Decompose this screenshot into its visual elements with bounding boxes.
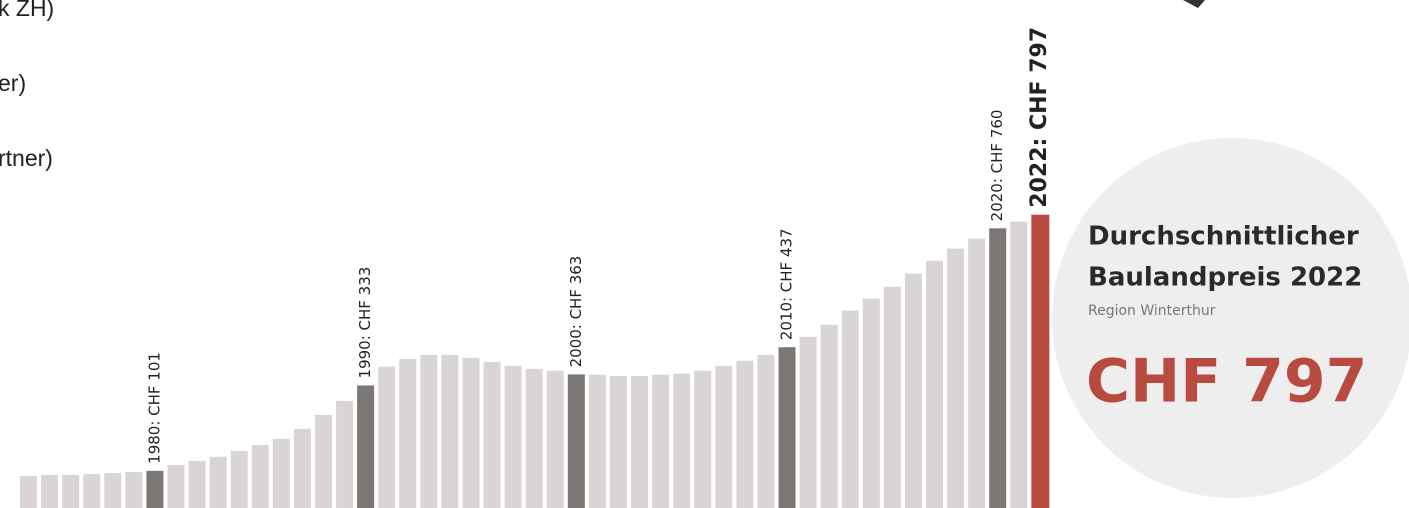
bar [336, 400, 354, 508]
bar [293, 428, 311, 508]
bar [378, 366, 396, 508]
side-text: k ZH) [0, 0, 54, 21]
bar [41, 474, 59, 508]
bar [209, 456, 227, 508]
bar [251, 445, 269, 508]
bar [167, 464, 185, 508]
headline-value: CHF 797 [1086, 347, 1367, 417]
bar [1010, 221, 1028, 508]
value-label: 2000: CHF 363 [567, 256, 585, 368]
side-text: rtner) [0, 145, 53, 171]
corner-icon [1183, 0, 1205, 8]
bar [62, 474, 80, 508]
bar [125, 471, 143, 508]
chart-subtitle: Region Winterthur [1088, 303, 1216, 319]
side-text: er) [0, 70, 26, 96]
chart-title: Baulandpreis 2022 [1088, 263, 1362, 293]
bar [841, 310, 859, 508]
bar [820, 324, 838, 508]
bar [609, 375, 627, 508]
bar [146, 470, 164, 508]
bar [799, 336, 817, 508]
bar [230, 450, 248, 508]
value-label: 2010: CHF 437 [778, 228, 796, 340]
bar [546, 370, 564, 508]
bar [399, 358, 417, 508]
bar [778, 347, 796, 508]
value-label: 2020: CHF 760 [988, 110, 1006, 222]
bar [757, 354, 775, 508]
bar [694, 370, 712, 508]
background-circle [1052, 138, 1409, 498]
bar [525, 368, 543, 508]
bar [567, 374, 585, 508]
chart-title: Durchschnittlicher [1088, 222, 1359, 252]
bar [862, 298, 880, 508]
bar [357, 385, 375, 508]
bar [441, 354, 459, 508]
value-label: 1980: CHF 101 [145, 352, 163, 464]
bar [631, 375, 649, 508]
bar [968, 238, 986, 508]
bar [504, 365, 522, 508]
bar [926, 260, 944, 508]
bar [736, 360, 754, 508]
bar [883, 286, 901, 508]
bar [20, 475, 37, 508]
bar [272, 438, 290, 508]
bar [462, 357, 480, 508]
bar [420, 354, 438, 508]
bar [83, 474, 101, 508]
bar [673, 373, 691, 508]
bar [989, 228, 1007, 508]
bar [104, 473, 122, 508]
bar [715, 365, 733, 508]
bar [188, 460, 206, 508]
bar [1031, 214, 1050, 508]
bar [947, 248, 965, 508]
bar [483, 361, 501, 508]
bar [588, 374, 606, 508]
value-label: 1990: CHF 333 [356, 267, 374, 379]
bar [904, 273, 922, 508]
bar [314, 414, 332, 508]
bar [652, 374, 670, 508]
value-label: 2022: CHF 797 [1027, 27, 1052, 208]
